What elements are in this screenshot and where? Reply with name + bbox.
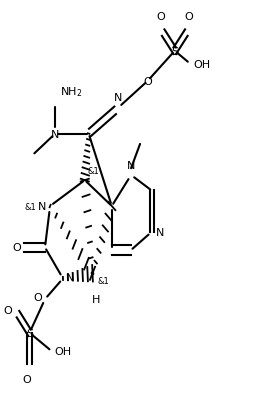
Text: O: O — [156, 12, 165, 22]
Text: O: O — [143, 76, 152, 87]
Text: &1: &1 — [87, 166, 99, 176]
Text: OH: OH — [54, 346, 72, 356]
Text: O: O — [4, 305, 12, 315]
Text: &1: &1 — [24, 202, 36, 211]
Text: N: N — [127, 160, 135, 171]
Text: N: N — [114, 93, 122, 103]
Text: N: N — [38, 202, 46, 211]
Text: NH$_2$: NH$_2$ — [60, 85, 82, 99]
Text: S: S — [26, 328, 33, 338]
Text: O: O — [34, 292, 42, 302]
Text: O: O — [23, 374, 31, 384]
Text: O: O — [13, 243, 21, 253]
Text: N: N — [155, 227, 164, 237]
Text: &1: &1 — [98, 276, 109, 285]
Text: S: S — [171, 47, 178, 57]
Text: OH: OH — [193, 59, 210, 69]
Text: N: N — [66, 273, 75, 283]
Text: O: O — [185, 12, 193, 22]
Text: N: N — [51, 129, 59, 139]
Text: H: H — [92, 294, 100, 304]
